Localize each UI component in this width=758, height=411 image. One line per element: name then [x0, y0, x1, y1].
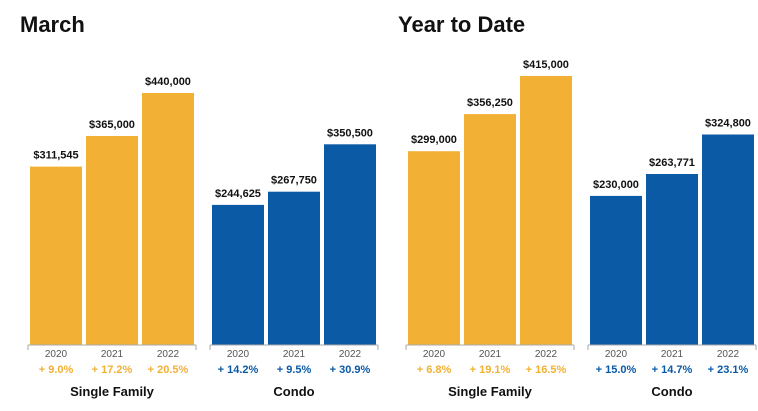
bar	[464, 114, 516, 345]
year-tick-label: 2020	[45, 349, 68, 360]
bar-value-label: $267,750	[271, 175, 317, 187]
percent-change-label: + 15.0%	[596, 364, 637, 376]
group-label: Condo	[651, 384, 692, 399]
bar-value-label: $244,625	[215, 188, 261, 200]
year-tick-label: 2021	[479, 349, 502, 360]
group-label: Condo	[273, 384, 314, 399]
percent-change-label: + 16.5%	[526, 364, 567, 376]
year-tick-label: 2021	[661, 349, 684, 360]
year-to-date-chart: $299,000 2020 + 6.8% $356,250 2021 + 19.1% $41…	[405, 59, 757, 399]
bar	[142, 93, 194, 345]
bar	[86, 136, 138, 345]
year-tick-label: 2022	[157, 349, 180, 360]
year-tick-label: 2020	[423, 349, 446, 360]
march-panel: March $311,545 2020 + 9.0% $365,000 2021 + 17…	[20, 0, 399, 411]
bar	[702, 134, 754, 345]
percent-change-label: + 30.9%	[330, 364, 371, 376]
year-tick-label: 2021	[101, 349, 124, 360]
bar	[520, 76, 572, 345]
bar-value-label: $230,000	[593, 179, 639, 191]
percent-change-label: + 14.2%	[218, 364, 259, 376]
bar	[590, 195, 642, 345]
chart-title: Year to Date	[398, 12, 526, 37]
year-tick-label: 2021	[283, 349, 306, 360]
bar-value-label: $440,000	[145, 76, 191, 88]
bar	[646, 174, 698, 345]
year-tick-label: 2022	[717, 349, 740, 360]
percent-change-label: + 17.2%	[92, 364, 133, 376]
bar	[268, 191, 320, 345]
bar	[408, 151, 460, 345]
bar	[30, 166, 82, 345]
percent-change-label: + 9.0%	[39, 364, 74, 376]
bar-value-label: $299,000	[411, 134, 457, 146]
march-chart: $311,545 2020 + 9.0% $365,000 2021 + 17.2% $44…	[27, 76, 379, 399]
ytd-panel: Year to Date $299,000 2020 + 6.8% $356,250 2…	[398, 0, 758, 411]
percent-change-label: + 23.1%	[708, 364, 749, 376]
year-tick-label: 2022	[339, 349, 362, 360]
bar-value-label: $324,800	[705, 118, 751, 130]
bar	[212, 204, 264, 345]
bar-value-label: $415,000	[523, 59, 569, 71]
year-tick-label: 2020	[605, 349, 628, 360]
year-tick-label: 2022	[535, 349, 558, 360]
year-tick-label: 2020	[227, 349, 250, 360]
bar-value-label: $263,771	[649, 157, 695, 169]
percent-change-label: + 9.5%	[277, 364, 312, 376]
percent-change-label: + 6.8%	[417, 364, 452, 376]
bar-value-label: $350,500	[327, 127, 373, 139]
percent-change-label: + 14.7%	[652, 364, 693, 376]
percent-change-label: + 20.5%	[148, 364, 189, 376]
bar-value-label: $356,250	[467, 97, 513, 109]
percent-change-label: + 19.1%	[470, 364, 511, 376]
chart-title: March	[20, 12, 85, 37]
bar	[324, 144, 376, 345]
group-label: Single Family	[70, 384, 155, 399]
bar-value-label: $365,000	[89, 119, 135, 131]
group-label: Single Family	[448, 384, 533, 399]
bar-value-label: $311,545	[33, 150, 78, 162]
